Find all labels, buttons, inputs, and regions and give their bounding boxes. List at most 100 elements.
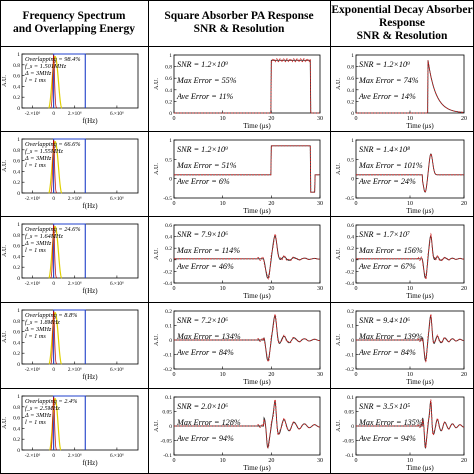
snr-label: SNR = 2.0×10⁶ <box>177 402 228 411</box>
y-tick-label: 0 <box>351 111 354 117</box>
header-line: Frequency Spectrum <box>22 10 126 22</box>
x-tick-label: 6.×10⁶ <box>110 453 124 459</box>
x-tick-label: 0 <box>173 286 176 292</box>
ave-error-label: Ave Error = 94% <box>176 434 234 443</box>
x-tick-label: 30 <box>317 458 323 464</box>
y-tick-label: 1 <box>351 53 354 59</box>
y-axis-label: A.U. <box>154 248 160 260</box>
y-axis-label: A.U. <box>336 78 342 90</box>
y-tick-label: 0.1 <box>347 395 354 401</box>
x-tick-label: 20 <box>268 116 274 122</box>
y-tick-label: 0.6 <box>347 223 354 229</box>
x-tick-label: 30 <box>317 116 323 122</box>
y-axis-label: A.U. <box>154 334 160 346</box>
y-tick-label: 1 <box>169 53 172 59</box>
ave-error-label: Ave Error = 94% <box>358 434 416 443</box>
y-tick-label: -0.1 <box>163 353 172 359</box>
x-tick-label: 30 <box>317 372 323 378</box>
signal-spectrum-line <box>48 312 62 365</box>
y-tick-label: -0.5 <box>345 196 354 202</box>
recovered-signal-line <box>174 58 320 114</box>
x-tick-label: 20 <box>268 201 274 207</box>
y-tick-label: 0 <box>169 424 172 430</box>
square-response-panel: -0.1 -0.05 0 0.05 0.1 0 10 20 30 Time (μs) A.U. SNR… <box>154 395 323 472</box>
y-tick-label: 0.2 <box>165 246 172 252</box>
max-error-label: Max Error = 51% <box>176 161 237 170</box>
x-axis-label: Time (μs) <box>406 378 434 386</box>
fs-label: f_s = 1.8MHz <box>25 319 60 326</box>
y-tick-label: 1 <box>17 308 20 314</box>
x-axis-label: Time (μs) <box>243 378 271 386</box>
max-error-label: Max Error = 101% <box>358 161 423 170</box>
y-tick-label: 0.4 <box>13 84 20 90</box>
y-tick-label: 0.5 <box>347 157 354 163</box>
y-tick-label: 0.05 <box>344 410 354 416</box>
x-tick-label: 0 <box>52 196 55 202</box>
recovered-signal-line <box>356 60 465 114</box>
signal-spectrum-line <box>48 226 63 279</box>
true-signal-line <box>356 235 465 279</box>
x-tick-label: 20 <box>268 372 274 378</box>
x-tick-label: 0 <box>355 286 358 292</box>
x-tick-label: 10 <box>407 286 413 292</box>
peak-line <box>50 55 57 109</box>
x-tick-label: 0 <box>173 372 176 378</box>
x-tick-label: 0 <box>173 116 176 122</box>
y-axis-label: A.U. <box>2 160 8 172</box>
y-tick-label: -0.1 <box>163 453 172 459</box>
y-tick-label: 0.2 <box>165 99 172 105</box>
y-axis-label: A.U. <box>2 75 8 87</box>
y-tick-label: 0 <box>17 191 20 197</box>
y-tick-label: 0.1 <box>165 324 172 330</box>
y-tick-label: 0 <box>169 111 172 117</box>
x-tick-label: 10 <box>220 286 226 292</box>
snr-label: SNR = 1.4×10⁸ <box>359 145 410 154</box>
max-error-label: Max Error = 114% <box>176 246 240 255</box>
x-tick-label: -2.×10⁶ <box>25 111 41 117</box>
y-tick-label: -0.4 <box>163 281 172 287</box>
duration-label: l = 1 ms <box>25 162 46 169</box>
filter-window-line <box>53 223 86 278</box>
peak-line <box>50 311 57 365</box>
x-tick-label: 0 <box>52 281 55 287</box>
x-tick-label: 10 <box>407 372 413 378</box>
y-axis-label: A.U. <box>336 334 342 346</box>
ave-error-label: Ave Error = 84% <box>358 348 416 357</box>
fs-label: f_s = 1.64MHz <box>25 233 64 240</box>
x-tick-label: 10 <box>407 201 413 207</box>
recovered-signal-line <box>174 232 321 280</box>
delta-label: Δ = 3MHz <box>24 70 52 77</box>
y-tick-label: 0.2 <box>347 99 354 105</box>
signal-spectrum-line <box>48 56 63 109</box>
y-tick-label: 0.2 <box>13 95 20 101</box>
exp-response-panel: -0.2 -0.1 0 0.1 0.2 0 10 20 Time (μs) A.U. SNR = 9… <box>336 309 467 386</box>
y-tick-label: 0.4 <box>347 88 354 94</box>
y-tick-label: 0.1 <box>165 395 172 401</box>
x-axis-label: Time (μs) <box>243 292 271 300</box>
y-tick-label: 0.4 <box>13 254 20 260</box>
y-tick-label: -0.2 <box>345 367 354 373</box>
y-tick-label: 0.6 <box>13 244 20 250</box>
x-tick-label: 2.×10⁶ <box>68 281 82 287</box>
x-tick-label: -2.×10⁶ <box>25 453 41 459</box>
y-tick-label: 0.6 <box>13 74 20 80</box>
x-tick-label: 0 <box>355 116 358 122</box>
y-tick-label: 0.2 <box>13 351 20 357</box>
delta-label: Δ = 3MHz <box>24 155 52 162</box>
recovered-signal-line <box>174 398 321 449</box>
delta-label: Δ = 3MHz <box>24 240 52 247</box>
overlapping-label: Overlapping = 98.4% <box>25 56 81 63</box>
x-axis-label: Time (μs) <box>406 122 434 130</box>
max-error-label: Max Error = 74% <box>358 76 419 85</box>
exp-response-panel: -0.1 -0.05 0 0.05 0.1 0 10 20 Time (μs) A.U. SNR =… <box>336 395 467 472</box>
y-axis-label: A.U. <box>336 163 342 175</box>
x-axis-label: f(Hz) <box>82 459 98 467</box>
recovered-signal-line <box>174 313 321 363</box>
x-tick-label: 10 <box>407 458 413 464</box>
header-line: Response <box>378 16 425 29</box>
peak-line <box>50 397 57 451</box>
x-tick-label: 20 <box>461 458 467 464</box>
header-line: and Overlapping Energy <box>12 23 136 35</box>
